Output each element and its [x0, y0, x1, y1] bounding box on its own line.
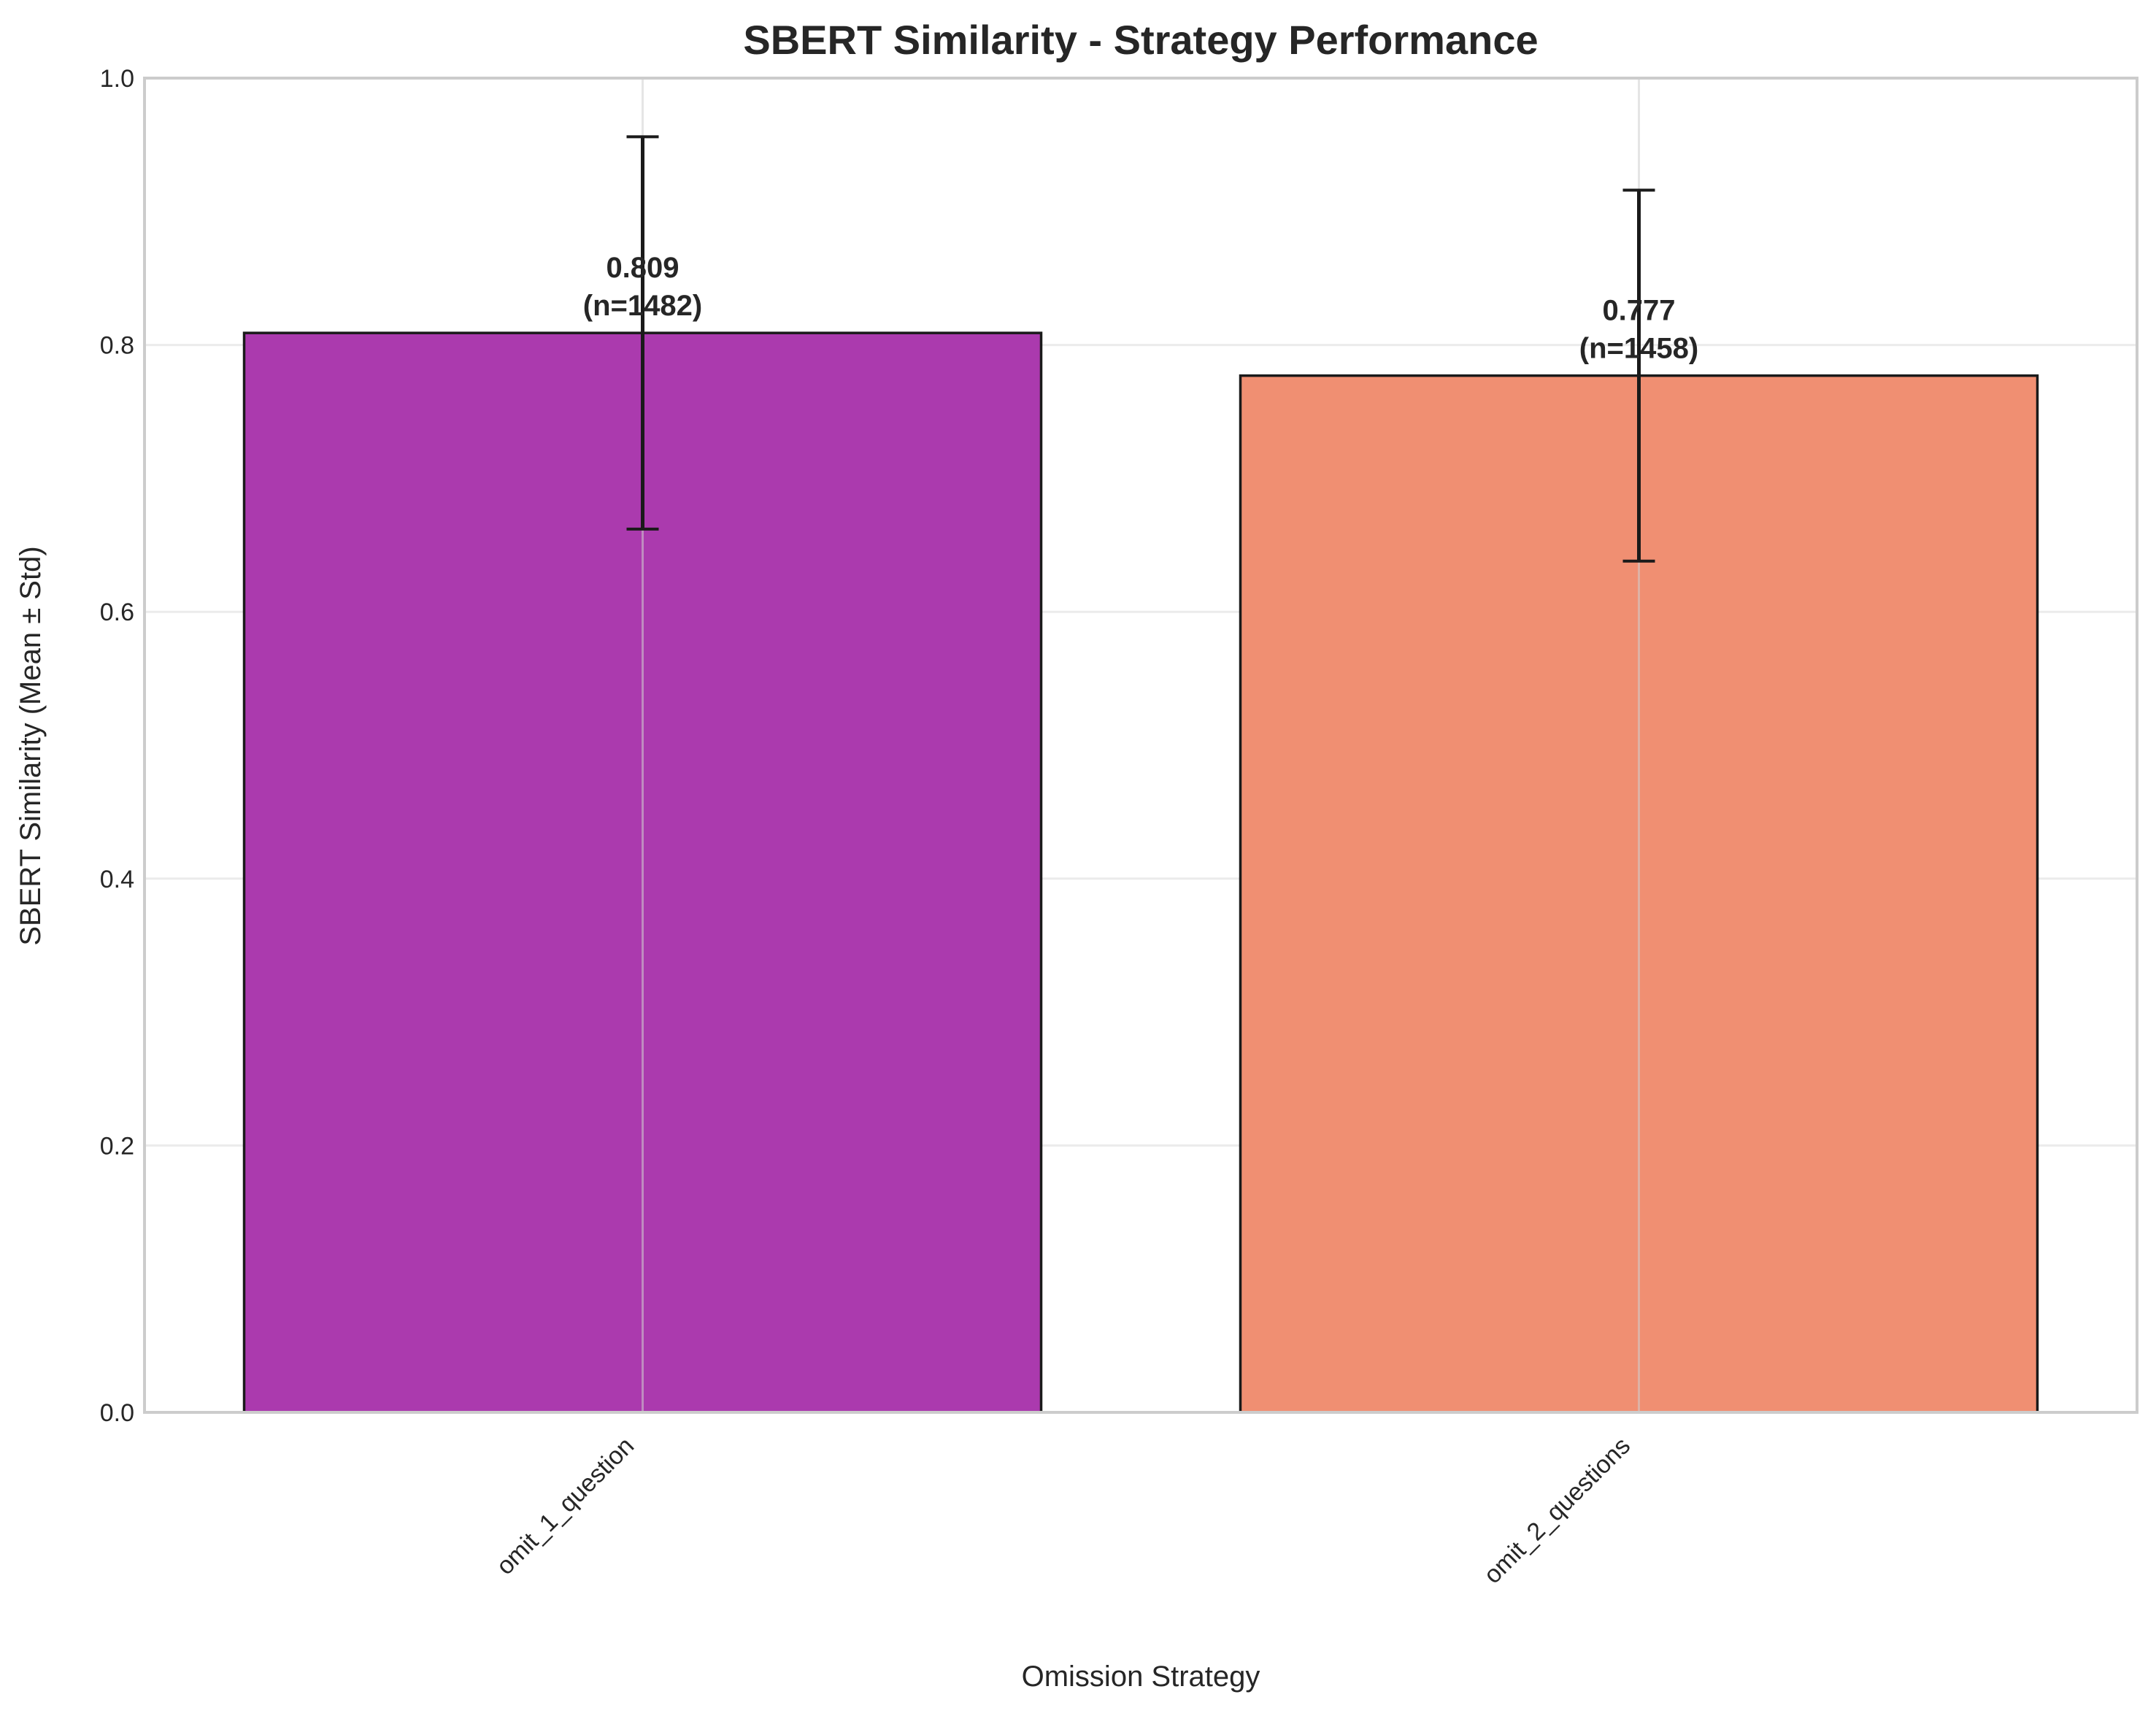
x-axis-label: Omission Strategy	[1022, 1661, 1260, 1693]
error-bar	[1622, 188, 1655, 563]
y-tick-label: 0.8	[100, 332, 134, 360]
y-tick-label: 0.6	[100, 599, 134, 626]
plot-frame	[143, 77, 2138, 1414]
data-label: 0.777 (n=1458)	[1579, 295, 1698, 365]
x-tick-label: omit_2_questions	[1479, 1432, 1636, 1589]
y-tick-label: 0.0	[100, 1399, 134, 1427]
y-tick-label: 0.4	[100, 866, 134, 893]
data-label: 0.809 (n=1482)	[583, 252, 702, 322]
y-axis-ticks: 0.0 0.2 0.4 0.6 0.8 1.0	[100, 65, 134, 1427]
data-labels: 0.809 (n=1482) 0.777 (n=1458)	[583, 252, 1698, 364]
x-tick-label: omit_1_question	[491, 1432, 639, 1580]
y-axis-label: SBERT Similarity (Mean ± Std)	[15, 546, 47, 945]
bars	[242, 331, 2039, 1414]
y-tick-label: 0.2	[100, 1132, 134, 1160]
x-axis-ticks: omit_1_question omit_2_questions	[491, 1432, 1636, 1589]
y-tick-label: 1.0	[100, 65, 134, 93]
error-bars	[626, 135, 1655, 563]
chart-title: SBERT Similarity - Strategy Performance	[743, 17, 1538, 63]
error-bar	[626, 135, 659, 531]
